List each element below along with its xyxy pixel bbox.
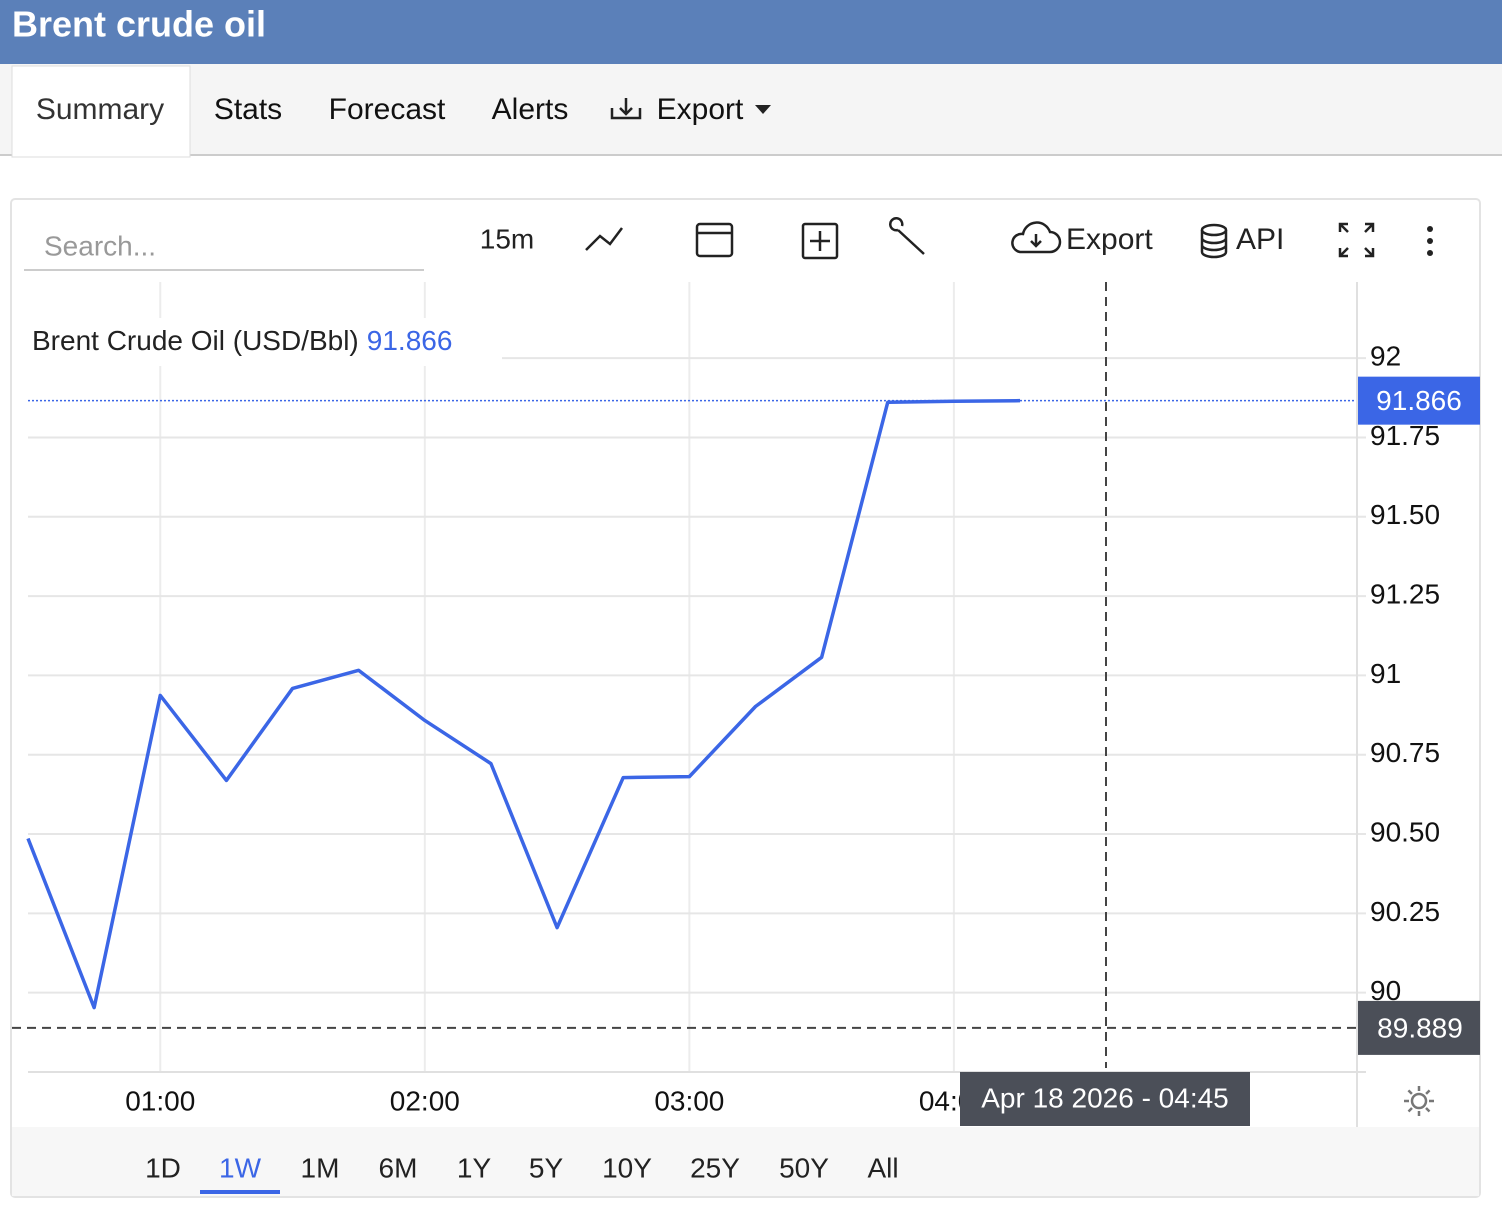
- range-button[interactable]: 25Y: [690, 1152, 740, 1183]
- toolbar-icons: [585, 98, 1375, 260]
- header-title: Brent crude oil: [12, 4, 266, 45]
- tab[interactable]: Export: [657, 93, 744, 126]
- range-button[interactable]: 6M: [379, 1152, 418, 1183]
- legend-value: 91.866: [367, 325, 453, 356]
- range-button[interactable]: All: [867, 1152, 898, 1183]
- y-tick-label: 91: [1370, 658, 1401, 689]
- export-button[interactable]: Export: [1066, 223, 1153, 256]
- tab[interactable]: Summary: [36, 93, 164, 126]
- cloud-export-icon[interactable]: [1011, 221, 1062, 254]
- x-tick-label: 03:00: [654, 1085, 724, 1116]
- y-tick-label: 90.75: [1370, 737, 1440, 768]
- range-button[interactable]: 5Y: [529, 1152, 564, 1183]
- last-value-label: 91.866: [1376, 385, 1462, 416]
- dot: [1427, 238, 1433, 244]
- gear-hub: [1410, 1092, 1428, 1110]
- crosshair-price-tag: [1358, 1000, 1480, 1055]
- range-button[interactable]: 1D: [145, 1152, 181, 1183]
- crosshair-date-tag: [960, 1072, 1250, 1126]
- settings-icon[interactable]: [1404, 1086, 1434, 1116]
- dot: [1427, 250, 1433, 256]
- y-tick-label: 91.25: [1370, 578, 1440, 609]
- y-tick-label: 91.50: [1370, 499, 1440, 530]
- wrench-icon[interactable]: [889, 217, 925, 255]
- legend: Brent Crude Oil (USD/Bbl) 91.866: [32, 325, 452, 356]
- tab[interactable]: Stats: [214, 93, 282, 126]
- legend-bg: [24, 318, 502, 366]
- crosshair-price-label: 89.889: [1377, 1012, 1463, 1043]
- chart-layer: 01:00 02:00 03:00 04:009090.2590.5090.75919…: [12, 282, 1480, 1127]
- line-type-icon[interactable]: [585, 227, 623, 251]
- menu-dots[interactable]: [1427, 226, 1433, 256]
- calendar-icon[interactable]: [695, 222, 734, 258]
- legend-name: Brent Crude Oil (USD/Bbl): [32, 325, 359, 356]
- tab[interactable]: Alerts: [492, 93, 569, 126]
- gear-teeth: [1404, 1086, 1434, 1116]
- tab[interactable]: Forecast: [329, 93, 446, 126]
- tab-selected-bg: [11, 65, 191, 158]
- range-bar: [12, 1127, 1479, 1196]
- range-button[interactable]: 1M: [301, 1152, 340, 1183]
- series-line: [26, 398, 1021, 1010]
- y-tick-label: 90.50: [1370, 816, 1440, 847]
- api-button[interactable]: API: [1236, 223, 1284, 256]
- search-input[interactable]: Search...: [44, 230, 156, 261]
- y-tick-label: 91.75: [1370, 420, 1440, 451]
- range-button[interactable]: 1W: [219, 1152, 262, 1183]
- range-button[interactable]: 10Y: [602, 1152, 652, 1183]
- x-tick-label: 01:00: [125, 1085, 195, 1116]
- tab-export-icon: [610, 98, 642, 120]
- database-body: [1200, 230, 1228, 259]
- last-value-tag: [1358, 376, 1480, 425]
- fullscreen-icon[interactable]: [1338, 222, 1375, 258]
- x-tick-label: 02:00: [390, 1085, 460, 1116]
- chart-panel: [10, 198, 1481, 1198]
- range-selected-underline: [200, 1190, 280, 1194]
- tab-strip: [0, 64, 1502, 156]
- dot: [1427, 226, 1433, 232]
- y-tick-label: 90.25: [1370, 896, 1440, 927]
- crosshair-date-label: Apr 18 2026 - 04:45: [981, 1082, 1229, 1113]
- interval-button[interactable]: 15m: [480, 223, 534, 254]
- add-indicator-icon[interactable]: [801, 222, 839, 260]
- export-caret: [755, 105, 771, 114]
- header-bar: [0, 0, 1502, 64]
- range-button[interactable]: 50Y: [779, 1152, 829, 1183]
- range-button[interactable]: 1Y: [457, 1152, 492, 1183]
- y-tick-label: 92: [1370, 341, 1401, 372]
